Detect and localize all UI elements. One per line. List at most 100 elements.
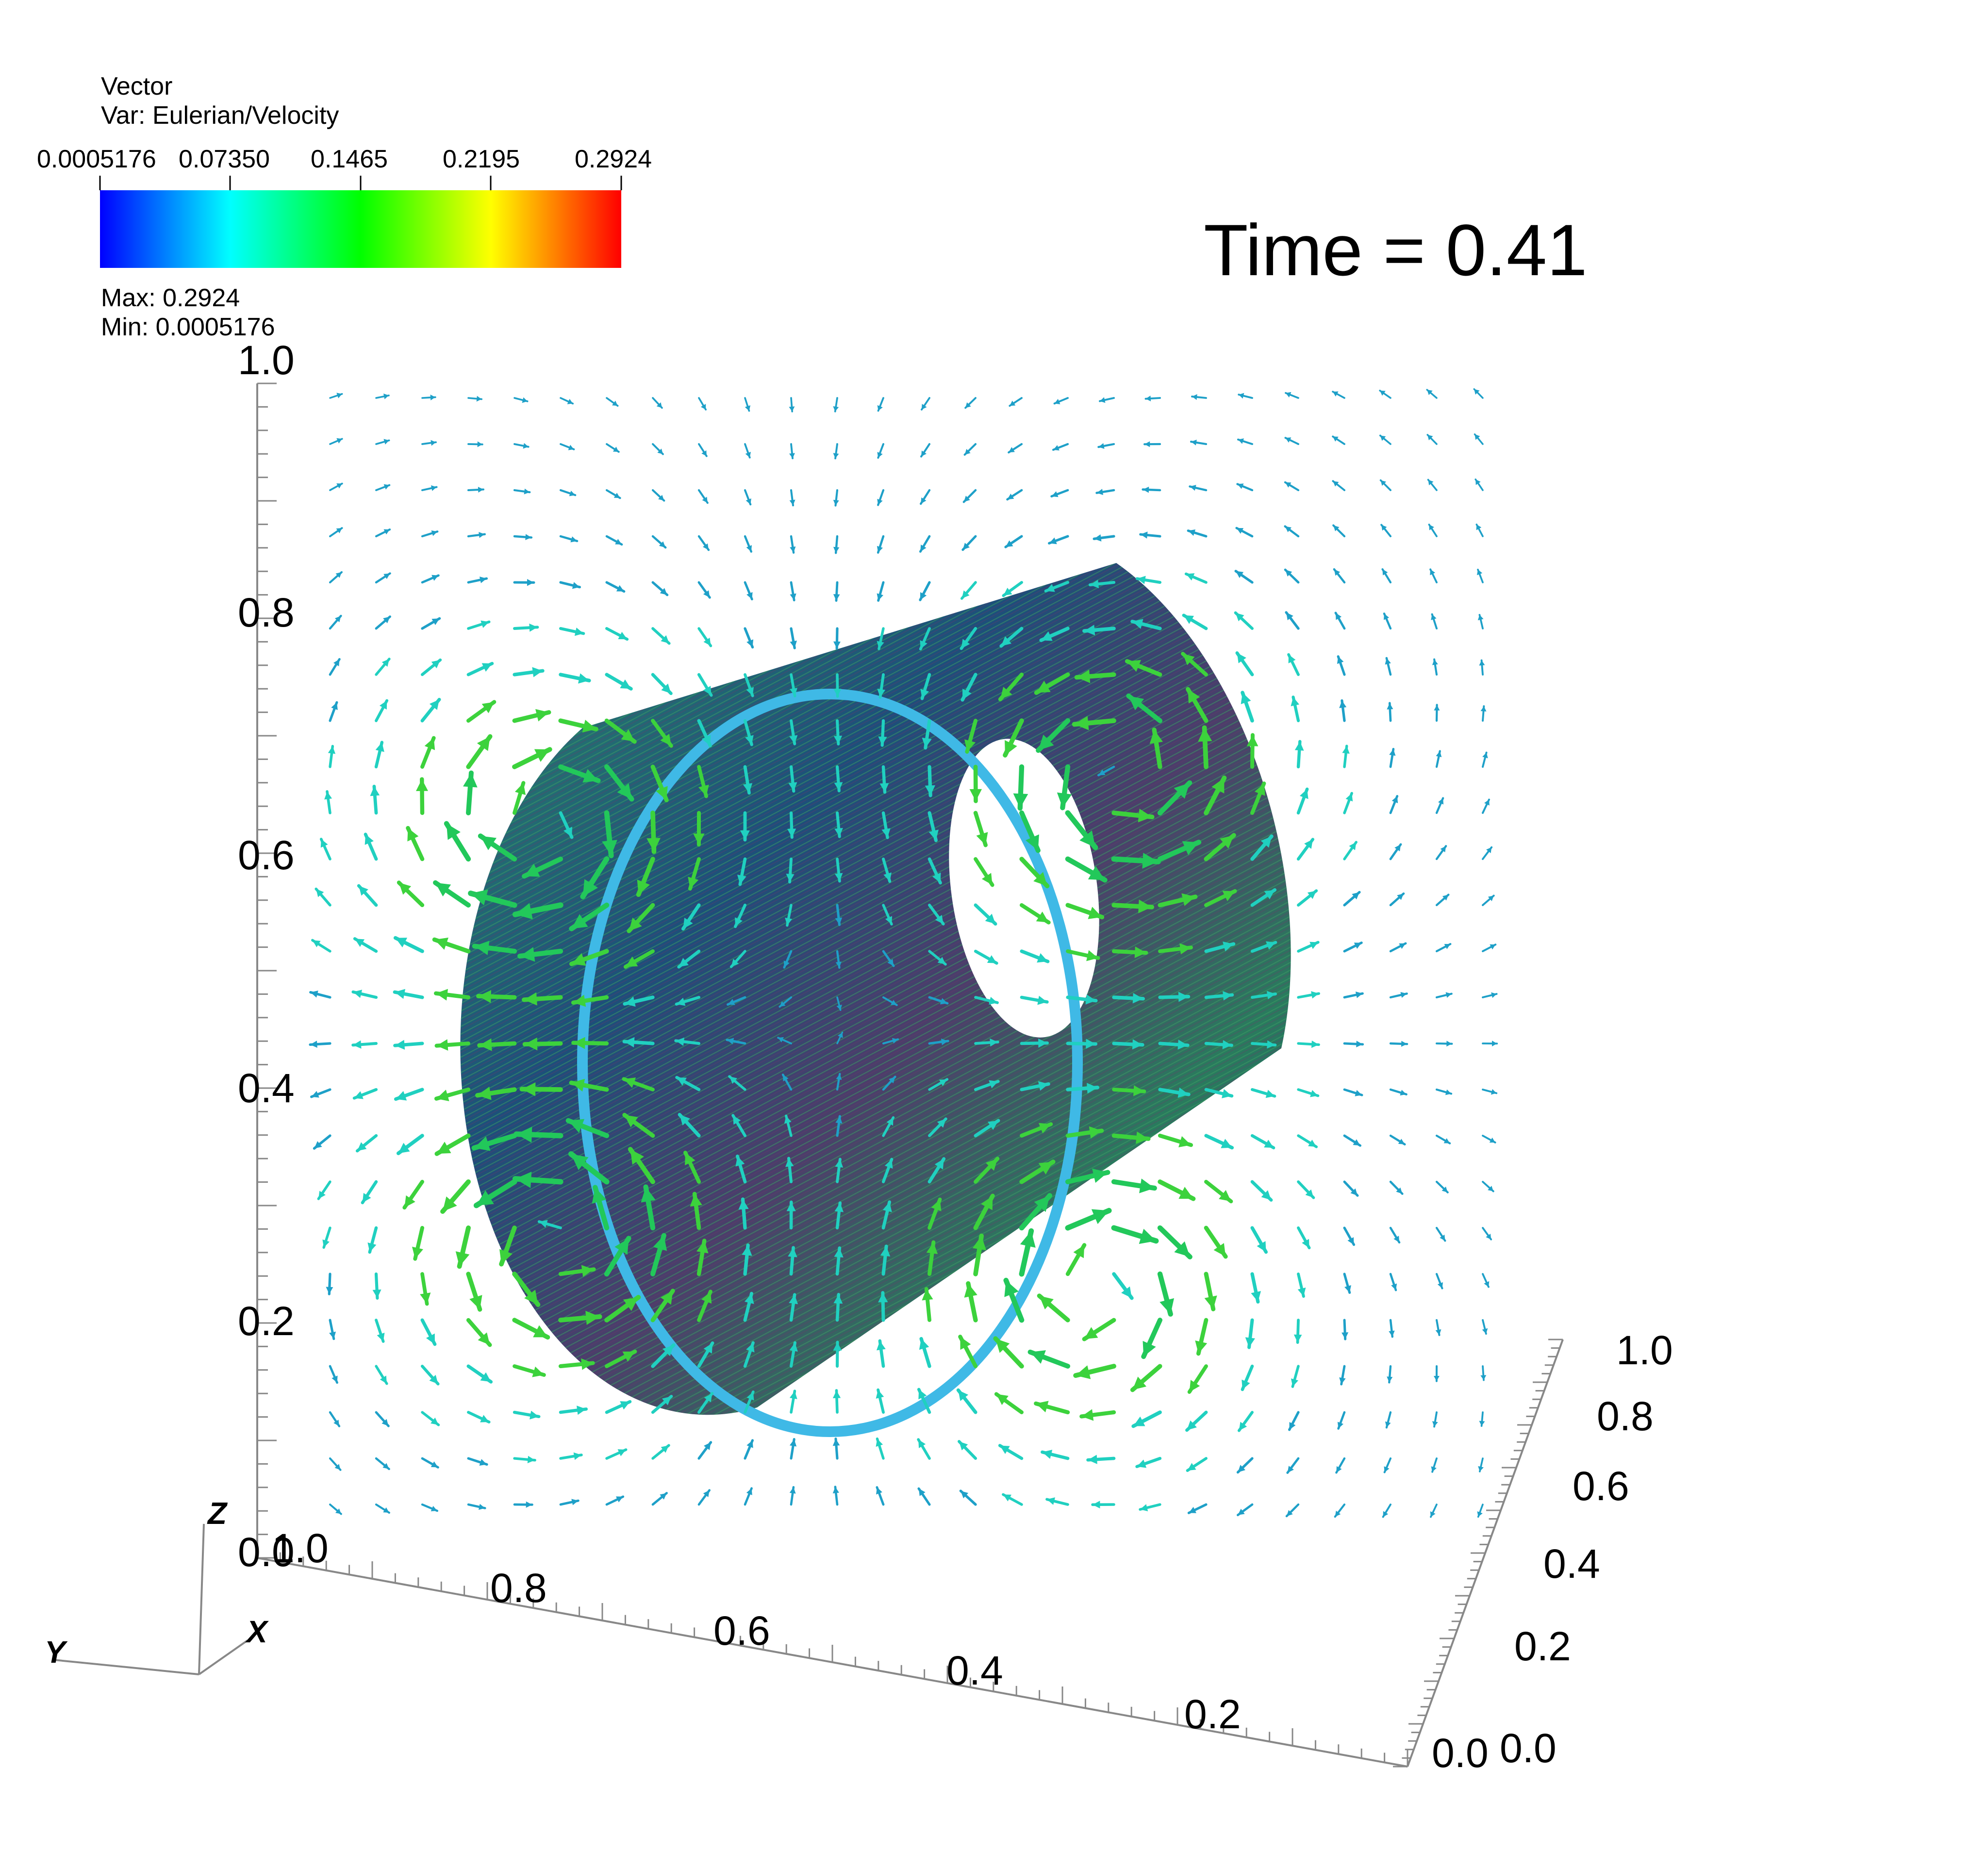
velocity-arrow-head [985, 913, 995, 924]
velocity-arrow-head [964, 448, 971, 455]
velocity-arrow-head [616, 585, 624, 592]
velocity-arrow-head [746, 1440, 753, 1448]
velocity-arrow-head [1337, 1422, 1343, 1429]
velocity-arrow-head [577, 1406, 586, 1415]
velocity-arrow-head [314, 1141, 322, 1149]
velocity-arrow-head [880, 1246, 891, 1257]
velocity-arrow-head [478, 1332, 490, 1345]
velocity-arrow-head [478, 487, 483, 493]
velocity-arrow-head [514, 783, 526, 795]
velocity-arrow-head [534, 749, 550, 762]
velocity-arrow-head [1132, 1039, 1143, 1050]
velocity-arrow-head [578, 673, 589, 684]
velocity-arrow-head [1345, 793, 1353, 802]
velocity-arrow-head [469, 1295, 482, 1310]
velocity-arrow-head [481, 702, 495, 713]
velocity-arrow-head [1178, 1187, 1193, 1199]
velocity-arrow-head [622, 1351, 635, 1362]
velocity-arrow-head [1251, 1291, 1261, 1302]
x-tick-label: 1.0 [272, 1525, 329, 1571]
velocity-arrow-head [429, 1374, 438, 1384]
velocity-arrow-head [525, 1037, 538, 1051]
velocity-arrow-head [618, 631, 628, 640]
velocity-arrow-head [623, 1297, 639, 1311]
velocity-arrow-head [1188, 529, 1196, 536]
velocity-arrow-head [876, 1487, 882, 1495]
velocity-arrow-head [790, 688, 797, 696]
velocity-arrow-head [833, 453, 839, 459]
z-tick-label: 0.8 [238, 590, 295, 635]
cylinder-rim [577, 689, 1083, 1437]
velocity-arrow-head [789, 1391, 797, 1399]
velocity-arrow-head [1285, 392, 1292, 397]
velocity-arrow-head [922, 737, 932, 748]
velocity-arrow-head [372, 1289, 381, 1298]
velocity-arrow-head [522, 1082, 536, 1096]
velocity-arrow-head [701, 735, 711, 746]
velocity-arrow-head [882, 1202, 892, 1212]
velocity-arrow-head [455, 1251, 470, 1267]
velocity-arrow-head [436, 1039, 448, 1051]
velocity-arrow-head [1380, 435, 1386, 441]
velocity-arrow-head [416, 779, 429, 791]
velocity-arrow-head [1310, 1090, 1318, 1097]
velocity-arrow-head [1091, 1209, 1109, 1224]
velocity-arrow-head [646, 838, 661, 852]
velocity-arrow-head [1132, 619, 1143, 629]
velocity-arrow-head [1333, 481, 1339, 487]
velocity-arrow-head [679, 958, 689, 967]
velocity-arrow-head [1222, 1089, 1232, 1099]
velocity-arrow-head [1036, 680, 1051, 693]
velocity-arrow-head [1183, 615, 1194, 624]
velocity-arrow-head [526, 1501, 532, 1508]
velocity-arrow-head [1291, 697, 1299, 707]
velocity-arrow-head [524, 488, 530, 495]
velocity-arrow-head [1239, 1422, 1247, 1431]
velocity-arrow-head [1182, 841, 1199, 855]
velocity-arrow-head [877, 452, 883, 458]
velocity-arrow-head [1480, 1375, 1487, 1380]
velocity-arrow-head [476, 396, 482, 402]
velocity-arrow-head [786, 874, 795, 882]
velocity-arrow-head [480, 620, 489, 628]
velocity-arrow-head [479, 532, 485, 538]
velocity-arrow-head [1096, 489, 1103, 496]
velocity-arrow-head [1444, 944, 1451, 949]
velocity-arrow-head [359, 886, 368, 896]
velocity-arrow-head [658, 495, 664, 501]
velocity-arrow-head [567, 398, 573, 404]
velocity-arrow-head [833, 689, 842, 696]
velocity-arrow-head [1400, 1090, 1407, 1096]
velocity-arrow-head [656, 402, 662, 408]
velocity-arrow-head [1387, 1376, 1393, 1383]
velocity-arrow-head [1305, 1189, 1314, 1198]
velocity-arrow-head [1385, 658, 1391, 665]
velocity-arrow-head [1438, 798, 1444, 805]
velocity-arrow-head [1478, 1466, 1484, 1472]
velocity-arrow-head [1382, 569, 1388, 576]
velocity-arrow-head [690, 1194, 702, 1207]
velocity-arrow-head [996, 1394, 1009, 1405]
velocity-arrow-head [612, 400, 618, 406]
velocity-arrow-head [1384, 1466, 1390, 1472]
velocity-arrow-head [685, 1153, 696, 1166]
velocity-arrow-head [1445, 992, 1452, 998]
velocity-arrow-head [1235, 612, 1244, 622]
velocity-arrow-head [963, 496, 970, 502]
velocity-arrow-head [1387, 703, 1393, 710]
velocity-arrow-head [1432, 659, 1438, 665]
velocity-arrow-head [676, 1037, 684, 1046]
velocity-arrow-head [524, 1290, 538, 1305]
velocity-arrow-head [1038, 1123, 1051, 1134]
velocity-arrow-head [834, 1248, 844, 1258]
velocity-arrow-head [1160, 1298, 1175, 1314]
velocity-arrow-head [1479, 1421, 1485, 1426]
velocity-arrow-head [934, 1158, 944, 1170]
velocity-arrow-head [1260, 836, 1272, 848]
velocity-arrow-head [329, 1331, 336, 1339]
velocity-arrow-head [443, 1196, 457, 1212]
velocity-arrow-head [1446, 1041, 1452, 1047]
velocity-arrow-head [334, 1464, 341, 1470]
velocity-arrow-head [353, 1040, 362, 1049]
velocity-arrow-head [746, 498, 751, 505]
